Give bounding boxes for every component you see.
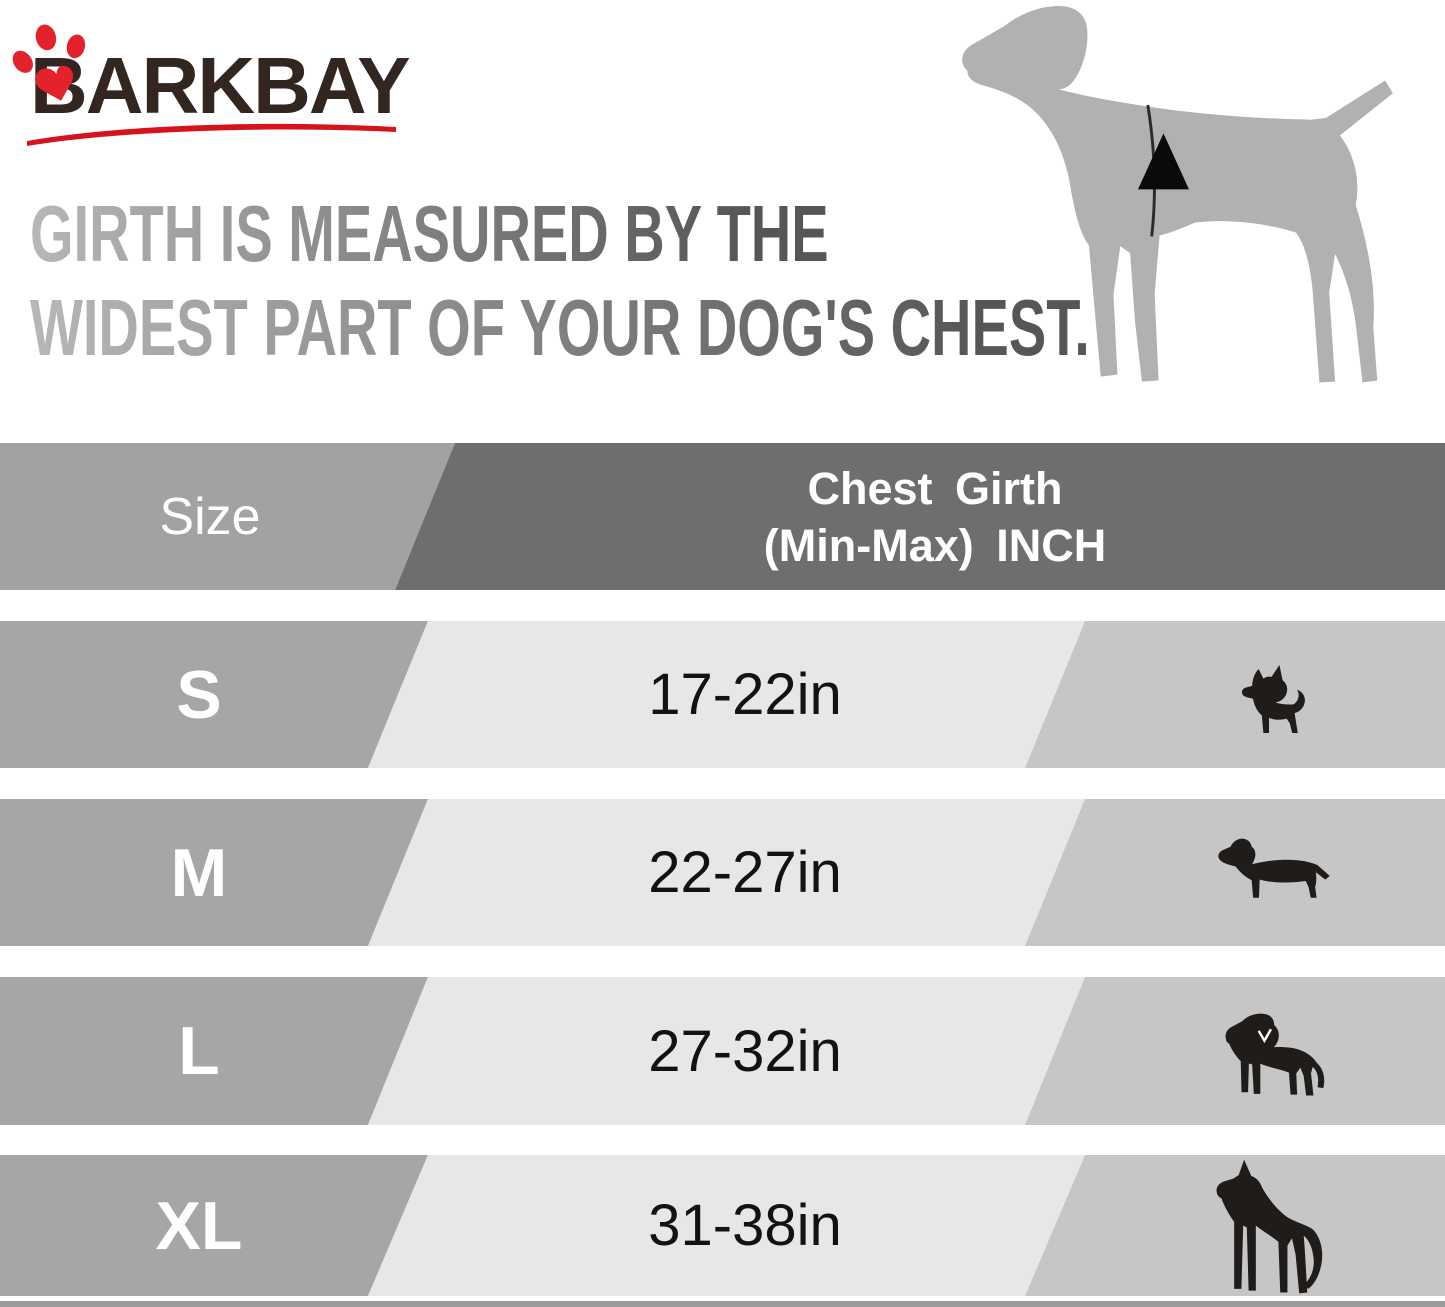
girth-value-m: 22-27in (648, 840, 842, 905)
great-dane-icon (1216, 1159, 1323, 1294)
size-label-xl: XL (155, 1187, 243, 1264)
logo-underline-swoosh (27, 123, 396, 146)
size-label-l: L (178, 1013, 220, 1089)
size-label-s: S (176, 656, 222, 733)
labrador-icon (1225, 1013, 1325, 1096)
table-row-size-s: S 17-22in (0, 621, 1445, 768)
table-row-size-l: L 27-32in (0, 977, 1445, 1125)
headline-line-2: WIDEST PART OF YOUR DOG'S CHEST. (30, 283, 1090, 372)
table-row-size-xl: XL 31-38in (0, 1155, 1445, 1296)
image-bottom-edge (0, 1301, 1445, 1307)
size-column-header: Size (159, 487, 261, 546)
size-label-m: M (170, 834, 228, 911)
girth-header-line1: Chest Girth (807, 462, 1063, 514)
girth-value-s: 17-22in (648, 662, 842, 727)
header-size-band (0, 443, 455, 590)
girth-header-line2: (Min-Max) INCH (763, 519, 1107, 571)
dog-silhouette (962, 5, 1393, 383)
table-header-row: Size Chest Girth (Min-Max) INCH (0, 443, 1445, 590)
chihuahua-icon (1241, 665, 1305, 733)
girth-value-l: 27-32in (648, 1018, 842, 1084)
paw-icon (12, 24, 86, 101)
headline-line-1: GIRTH IS MEASURED BY THE (30, 189, 829, 278)
brand-name: BARKBAY (30, 41, 411, 130)
header-girth-band (395, 443, 1445, 590)
paw-heart-pad (35, 65, 74, 101)
girth-arrow-icon (1137, 133, 1189, 190)
girth-column-header: Chest Girth (Min-Max) INCH (430, 443, 1440, 590)
girth-value-xl: 31-38in (648, 1193, 842, 1258)
measuring-dog-illustration (962, 5, 1393, 383)
collar-highlight (1257, 1028, 1273, 1044)
table-row-size-m: M 22-27in (0, 799, 1445, 946)
dachshund-icon (1218, 838, 1330, 898)
